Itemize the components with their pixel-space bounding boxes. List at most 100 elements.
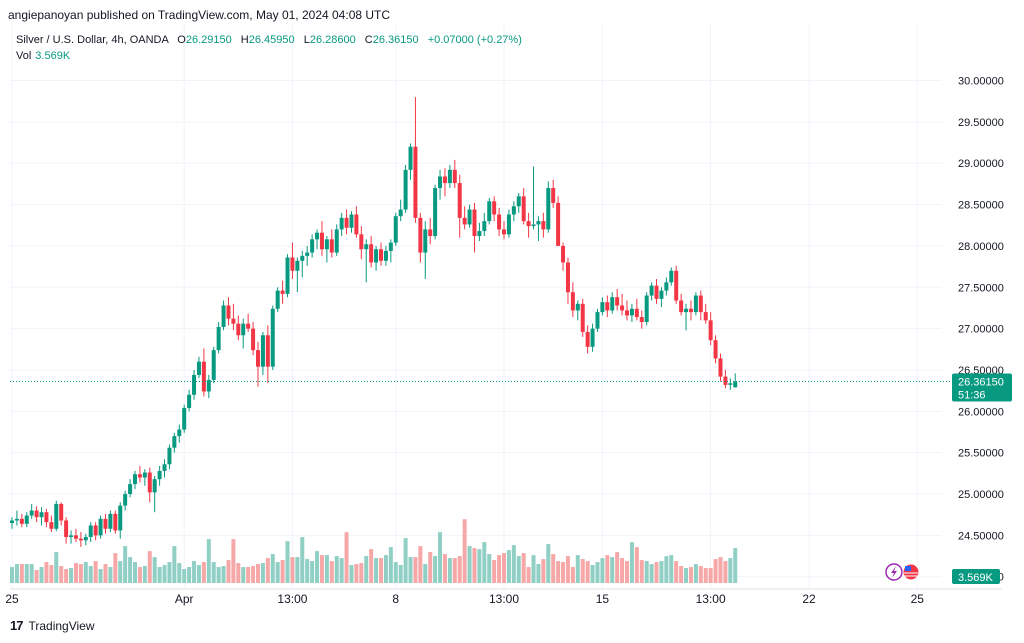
candle-body [452, 169, 457, 184]
candle-body [536, 221, 541, 225]
candle [324, 236, 329, 263]
volume-bar [388, 547, 393, 583]
candle-body [462, 217, 467, 225]
candle [172, 432, 177, 453]
candle-body [379, 249, 383, 261]
open-value: 26.29150 [185, 34, 232, 46]
candle-body [615, 297, 620, 306]
candle [733, 373, 738, 388]
price-tick-label: 27.00000 [958, 324, 1004, 336]
volume-bar [374, 558, 379, 583]
candle [54, 500, 59, 532]
volume-bar [393, 562, 398, 583]
time-tick-label: 13:00 [277, 592, 307, 606]
volume-bar [310, 561, 315, 583]
candle-body [442, 176, 447, 184]
volume-bar [241, 567, 246, 583]
volume-bar [403, 538, 408, 583]
candle [34, 506, 39, 523]
candle [428, 217, 433, 245]
volume-bar [408, 557, 413, 583]
candle-body [472, 209, 477, 237]
candle [585, 325, 590, 354]
volume-bar [14, 564, 19, 583]
candle-body [679, 300, 684, 313]
volume-bar [615, 552, 620, 583]
candle [383, 245, 388, 266]
volume-bar [497, 555, 502, 583]
candle-body [236, 323, 241, 336]
volume-bar [718, 557, 723, 583]
event-markers[interactable] [885, 563, 920, 581]
volume-bar [211, 562, 216, 583]
candle-body [561, 245, 566, 263]
volume-bar [536, 564, 541, 583]
candle [418, 212, 423, 263]
volume-bar [103, 564, 108, 583]
candle [580, 298, 585, 337]
candle [423, 221, 428, 280]
volume-bar [684, 568, 689, 583]
candle-body [192, 374, 197, 395]
candle [403, 164, 408, 213]
candle [369, 236, 374, 268]
open-label: O [177, 34, 186, 46]
candle [206, 374, 211, 399]
volume-bar [246, 567, 251, 583]
symbol-name[interactable]: Silver / U.S. Dollar, 4h, OANDA [16, 34, 169, 46]
candle [708, 312, 713, 346]
candle-body [206, 379, 211, 392]
time-tick-label: 25 [5, 592, 19, 606]
price-tick-label: 25.50000 [958, 448, 1004, 460]
volume-bar [703, 568, 708, 583]
candle-body [531, 224, 536, 227]
volume-bar [733, 548, 738, 583]
volume-bar [182, 569, 187, 583]
volume-bar [679, 566, 684, 583]
candle-body [256, 350, 260, 367]
candle [280, 280, 285, 304]
candle-body [364, 244, 369, 250]
candle [236, 315, 241, 341]
candle [497, 207, 502, 237]
candle [393, 212, 398, 246]
candle [162, 459, 167, 478]
flag-canton-icon [905, 566, 911, 571]
price-axis[interactable]: 24.0000024.5000025.0000025.5000026.00000… [958, 76, 1004, 584]
candle [413, 97, 418, 223]
candle [398, 199, 403, 222]
candle [290, 242, 295, 280]
time-tick-label: 8 [392, 592, 399, 606]
candle [703, 303, 708, 324]
candle-body [49, 522, 54, 529]
volume-bar [251, 566, 256, 583]
volume-bar [428, 552, 433, 583]
candle-body [403, 169, 408, 210]
volume-bar [521, 553, 526, 583]
last-volume-label: 3.569K [952, 569, 1000, 584]
candle-body [718, 358, 723, 377]
volume-bar [349, 565, 354, 583]
volume-bar [315, 551, 320, 583]
volume-value: 3.569K [35, 50, 71, 62]
candle-body [83, 537, 88, 541]
volume-bar [10, 567, 14, 583]
candle-body [388, 242, 393, 251]
volume-bar [29, 564, 34, 583]
candle-body [398, 209, 403, 217]
change-value: +0.07000 (+0.27%) [427, 34, 522, 46]
footer[interactable]: 17 TradingView [10, 618, 95, 633]
candle [526, 212, 531, 238]
volume-bar [339, 558, 344, 583]
candle-body [162, 464, 167, 471]
candle [270, 305, 275, 370]
candle-body [275, 290, 280, 309]
candle [565, 257, 570, 304]
last-price-label: 26.36150 51:36 [952, 373, 1012, 402]
time-tick-label: 13:00 [696, 592, 726, 606]
volume-bar [546, 544, 551, 583]
candle [216, 322, 221, 354]
candle-body [44, 512, 49, 523]
